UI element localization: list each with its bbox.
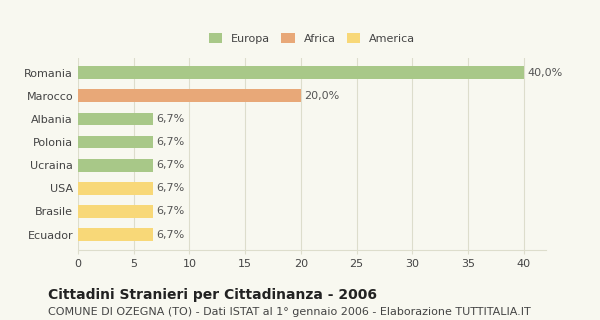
Bar (78, 66, 524, 79)
Bar (78, 90, 301, 102)
Text: 40,0%: 40,0% (527, 68, 562, 78)
Bar (78, 205, 152, 218)
Bar (78, 159, 152, 172)
Text: 6,7%: 6,7% (156, 206, 184, 216)
Legend: Europa, Africa, America: Europa, Africa, America (205, 28, 419, 48)
Bar (78, 113, 152, 125)
Text: Cittadini Stranieri per Cittadinanza - 2006: Cittadini Stranieri per Cittadinanza - 2… (48, 288, 377, 302)
Text: 6,7%: 6,7% (156, 229, 184, 239)
Bar (78, 182, 152, 195)
Text: 6,7%: 6,7% (156, 114, 184, 124)
Bar (78, 136, 152, 148)
Bar (78, 228, 152, 241)
Text: 6,7%: 6,7% (156, 183, 184, 193)
Text: 6,7%: 6,7% (156, 137, 184, 147)
Text: COMUNE DI OZEGNA (TO) - Dati ISTAT al 1° gennaio 2006 - Elaborazione TUTTITALIA.: COMUNE DI OZEGNA (TO) - Dati ISTAT al 1°… (48, 307, 531, 317)
Text: 6,7%: 6,7% (156, 160, 184, 170)
Text: 20,0%: 20,0% (304, 91, 340, 101)
